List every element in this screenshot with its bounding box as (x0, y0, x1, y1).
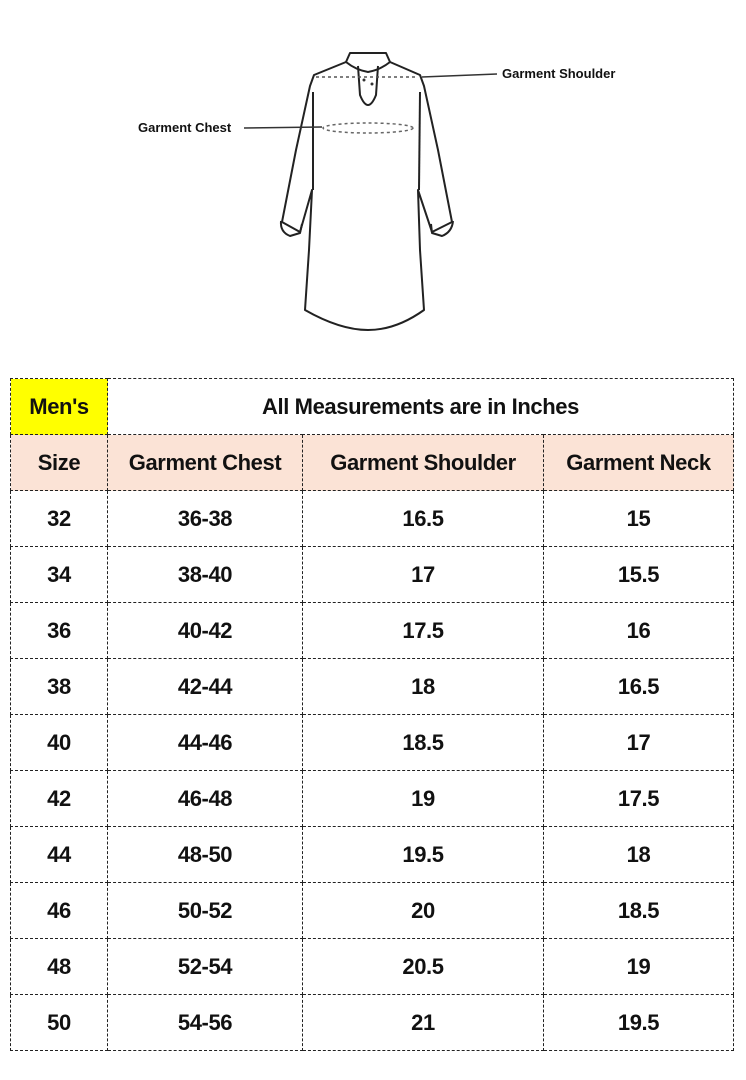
table-row: 42 46-48 19 17.5 (10, 770, 734, 827)
cell-shoulder: 19 (302, 770, 544, 827)
left-cuff (279, 220, 303, 237)
cell-neck: 19 (543, 938, 734, 995)
collar (345, 52, 391, 73)
header-shoulder: Garment Shoulder (302, 434, 544, 491)
cell-chest: 54-56 (107, 994, 303, 1051)
shoulder-leader-line (421, 73, 498, 78)
header-chest: Garment Chest (107, 434, 303, 491)
header-row: Size Garment Chest Garment Shoulder Garm… (10, 434, 734, 491)
cell-shoulder: 20 (302, 882, 544, 939)
cell-chest: 46-48 (107, 770, 303, 827)
cell-shoulder: 16.5 (302, 490, 544, 547)
cell-size: 50 (10, 994, 108, 1051)
cell-size: 34 (10, 546, 108, 603)
cell-shoulder: 18.5 (302, 714, 544, 771)
kurta-body (281, 61, 453, 331)
cell-neck: 18.5 (543, 882, 734, 939)
cell-neck: 16 (543, 602, 734, 659)
cell-chest: 48-50 (107, 826, 303, 883)
cell-chest: 44-46 (107, 714, 303, 771)
kurta-illustration (243, 52, 498, 331)
chest-label: Garment Chest (138, 120, 232, 135)
category-cell: Men's (10, 378, 108, 435)
cell-chest: 50-52 (107, 882, 303, 939)
cell-shoulder: 19.5 (302, 826, 544, 883)
cell-neck: 17.5 (543, 770, 734, 827)
cell-neck: 15 (543, 490, 734, 547)
cell-shoulder: 21 (302, 994, 544, 1051)
cell-neck: 16.5 (543, 658, 734, 715)
cell-neck: 15.5 (543, 546, 734, 603)
table-row: 40 44-46 18.5 17 (10, 714, 734, 771)
cell-size: 42 (10, 770, 108, 827)
chest-leader-line (243, 126, 323, 129)
cell-shoulder: 20.5 (302, 938, 544, 995)
cell-chest: 38-40 (107, 546, 303, 603)
cell-neck: 19.5 (543, 994, 734, 1051)
cell-size: 44 (10, 826, 108, 883)
table-row: 46 50-52 20 18.5 (10, 882, 734, 939)
cell-chest: 42-44 (107, 658, 303, 715)
cell-shoulder: 17.5 (302, 602, 544, 659)
cell-neck: 17 (543, 714, 734, 771)
cell-size: 32 (10, 490, 108, 547)
cell-size: 38 (10, 658, 108, 715)
cell-size: 46 (10, 882, 108, 939)
table-row: 36 40-42 17.5 16 (10, 602, 734, 659)
cell-neck: 18 (543, 826, 734, 883)
cell-chest: 52-54 (107, 938, 303, 995)
table-row: 50 54-56 21 19.5 (10, 994, 734, 1051)
table-row: 48 52-54 20.5 19 (10, 938, 734, 995)
table-row: 38 42-44 18 16.5 (10, 658, 734, 715)
cell-chest: 40-42 (107, 602, 303, 659)
cell-size: 48 (10, 938, 108, 995)
shoulder-label: Garment Shoulder (502, 66, 616, 81)
table-row: 34 38-40 17 15.5 (10, 546, 734, 603)
cell-size: 40 (10, 714, 108, 771)
cell-shoulder: 17 (302, 546, 544, 603)
units-note: All Measurements are in Inches (107, 378, 734, 435)
cell-shoulder: 18 (302, 658, 544, 715)
cell-chest: 36-38 (107, 490, 303, 547)
title-row: Men's All Measurements are in Inches (10, 378, 734, 435)
size-chart-table: Men's All Measurements are in Inches Siz… (10, 378, 734, 1051)
table-row: 32 36-38 16.5 15 (10, 490, 734, 547)
right-cuff (430, 220, 454, 237)
header-neck: Garment Neck (543, 434, 734, 491)
cell-size: 36 (10, 602, 108, 659)
header-size: Size (10, 434, 108, 491)
table-row: 44 48-50 19.5 18 (10, 826, 734, 883)
